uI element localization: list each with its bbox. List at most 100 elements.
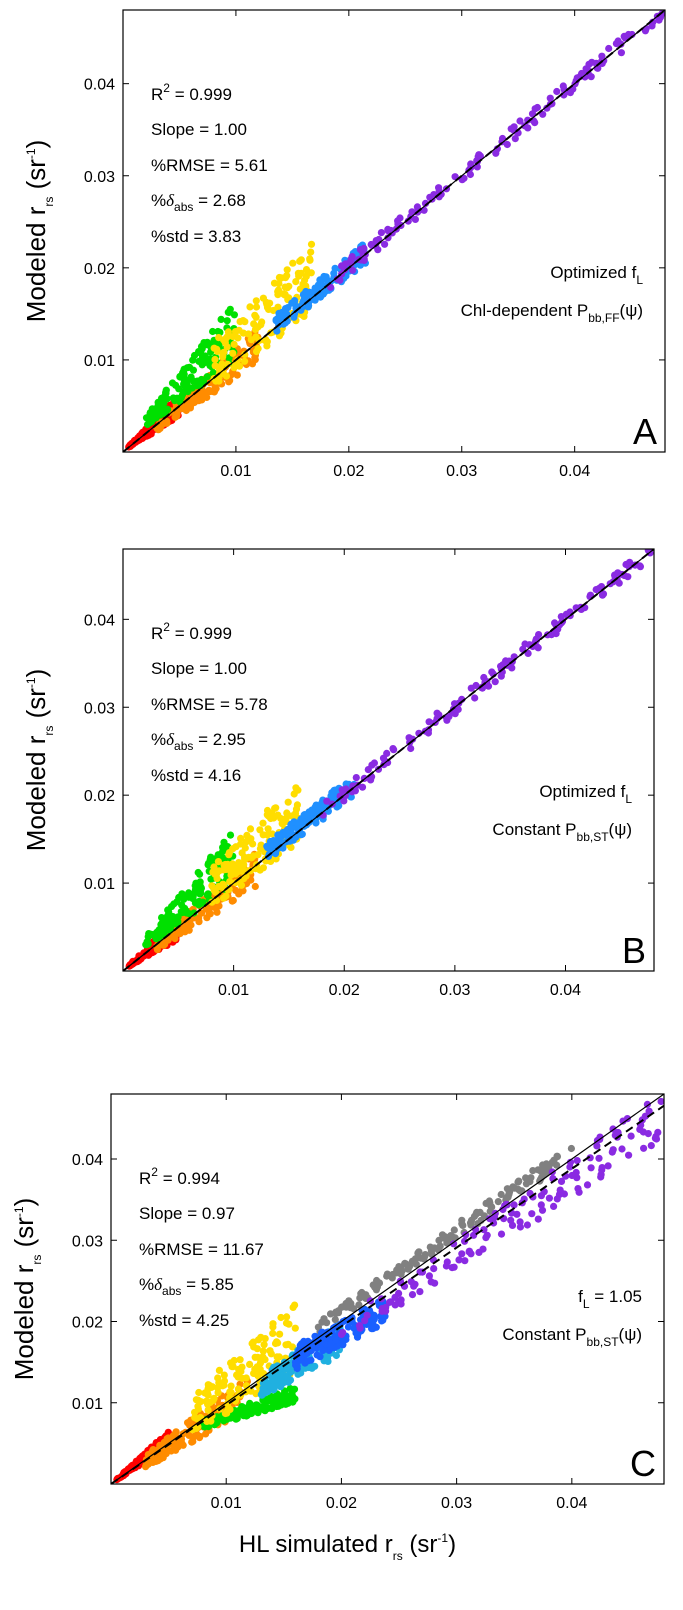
std: %std = 4.16: [151, 766, 241, 785]
data-point: [235, 1365, 243, 1373]
data-point: [608, 1148, 616, 1156]
data-point: [230, 311, 238, 319]
data-point: [534, 1215, 542, 1223]
data-point: [356, 246, 364, 254]
data-point: [252, 303, 261, 311]
data-point: [283, 266, 291, 274]
data-point: [241, 853, 249, 861]
data-point: [598, 591, 607, 599]
data-point: [220, 894, 228, 902]
data-point: [553, 1195, 561, 1203]
data-point: [178, 901, 186, 909]
data-point: [239, 863, 247, 871]
data-point: [220, 1371, 228, 1379]
data-point: [246, 1387, 254, 1395]
data-point: [224, 328, 232, 336]
data-point: [164, 1428, 172, 1436]
x-tick-label: 0.02: [333, 463, 364, 480]
data-point: [644, 1130, 652, 1138]
data-point: [413, 203, 421, 211]
data-point: [171, 1431, 179, 1439]
data-point: [280, 319, 288, 327]
model-line-2: Chl-dependent Pbb,FF(ψ): [461, 301, 643, 325]
data-point: [586, 1154, 594, 1162]
data-point: [160, 399, 168, 407]
data-point: [604, 1162, 612, 1170]
data-point: [421, 199, 430, 207]
y-tick-label: 0.03: [84, 169, 115, 186]
data-point: [243, 831, 251, 840]
data-point: [459, 1221, 467, 1229]
data-point: [294, 1370, 302, 1378]
data-point: [247, 336, 255, 344]
data-point: [169, 913, 177, 921]
rmse: %RMSE = 11.67: [139, 1240, 264, 1259]
slope: Slope = 1.00: [151, 659, 247, 678]
r-squared: R2 = 0.999: [151, 81, 232, 104]
data-point: [185, 363, 194, 371]
data-point: [289, 1392, 297, 1400]
data-point: [254, 1406, 262, 1414]
y-tick-label: 0.04: [72, 1152, 103, 1169]
delta-abs: %δabs = 2.95: [151, 730, 246, 753]
data-point: [328, 789, 336, 797]
data-point: [358, 783, 367, 791]
data-point: [370, 759, 378, 767]
data-point: [524, 124, 532, 132]
data-point: [288, 1343, 297, 1351]
data-point: [488, 668, 496, 676]
data-point: [237, 840, 245, 848]
data-point: [215, 867, 223, 875]
panel-c: 0.01 0.02 0.03 0.04 0.01 0.02 0.03 0.04 Modeled …: [9, 1093, 665, 1563]
data-point: [223, 317, 231, 325]
data-point: [364, 766, 372, 774]
data-point: [455, 1256, 463, 1264]
data-point: [251, 882, 259, 891]
stats-block: R2 = 0.994 Slope = 0.97 %RMSE = 11.67 %δabs…: [139, 1165, 264, 1330]
data-point: [617, 40, 625, 48]
data-point: [524, 116, 532, 124]
data-point: [342, 1303, 350, 1311]
data-point: [217, 315, 225, 323]
data-point: [192, 1396, 200, 1404]
data-point: [450, 1240, 458, 1248]
data-point: [213, 908, 221, 916]
data-point: [355, 1301, 363, 1309]
data-point: [288, 299, 296, 307]
data-point: [254, 851, 262, 859]
data-point: [241, 357, 249, 365]
data-point: [259, 864, 267, 872]
data-point: [132, 1457, 140, 1465]
data-point: [163, 419, 171, 427]
data-point: [339, 1329, 347, 1337]
data-point: [154, 426, 163, 434]
scatter-series-0: [314, 1144, 576, 1336]
data-point: [395, 1263, 403, 1271]
y-tick-label: 0.02: [84, 261, 115, 278]
data-point: [312, 819, 320, 827]
model-line-1: Optimized fL: [539, 782, 632, 806]
slope: Slope = 0.97: [139, 1204, 235, 1223]
data-point: [291, 1358, 300, 1366]
one-to-one-line: [123, 10, 665, 452]
y-tick-label: 0.04: [84, 612, 115, 629]
data-point: [315, 282, 323, 290]
data-point: [383, 749, 391, 758]
data-point: [349, 786, 357, 794]
regression-line: [111, 1104, 664, 1484]
data-point: [534, 644, 542, 652]
data-point: [292, 805, 301, 813]
data-point: [625, 563, 633, 571]
x-tick-label: 0.03: [441, 1495, 472, 1512]
data-point: [461, 1257, 469, 1265]
scatter-series-2: [142, 305, 238, 429]
data-point: [158, 919, 166, 927]
data-point: [236, 1356, 244, 1364]
data-point: [212, 888, 220, 896]
data-point: [424, 726, 433, 734]
data-point: [209, 327, 217, 336]
data-point: [593, 1142, 601, 1150]
data-point: [256, 1359, 264, 1367]
data-point: [241, 844, 249, 852]
